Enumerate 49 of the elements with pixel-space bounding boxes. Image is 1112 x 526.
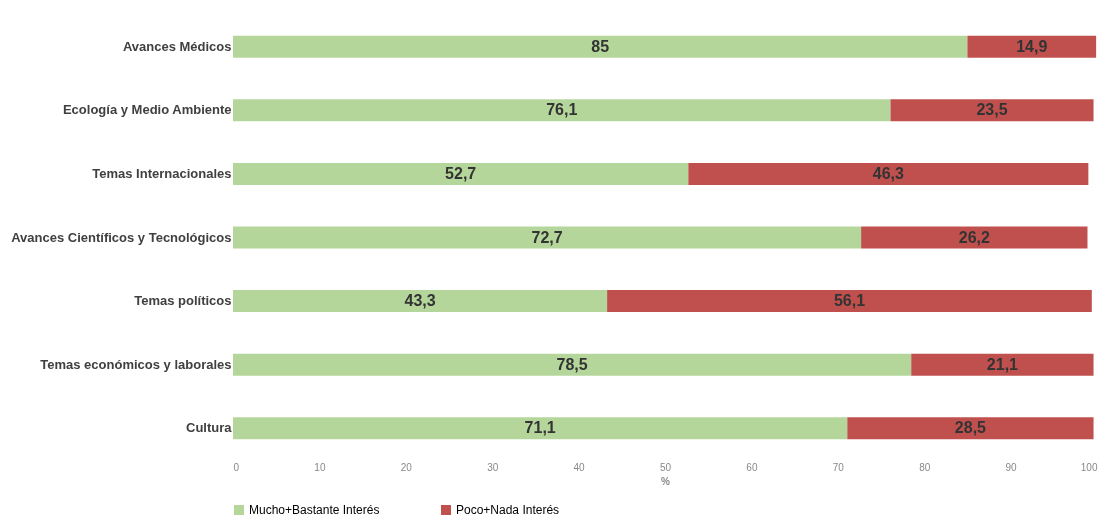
y-tick-label: Cultura [186, 420, 233, 436]
x-tick-label: 100 [1080, 461, 1098, 473]
data-label: 28,5 [954, 419, 987, 437]
data-label: 14,9 [1016, 37, 1048, 55]
data-label: 85 [591, 37, 610, 55]
x-tick-label: 50 [659, 461, 672, 473]
y-tick-label: Temas Internacionales [92, 165, 232, 181]
y-tick-label: Ecología y Medio Ambiente [62, 102, 232, 118]
bar [233, 35, 968, 58]
legend-label: Mucho+Bastante Interés [249, 503, 380, 517]
y-tick-label: Avances Médicos [122, 38, 232, 54]
x-tick-label: 70 [832, 461, 845, 473]
y-tick-label: Temas políticos [134, 293, 232, 309]
bar [890, 99, 1094, 122]
x-tick-label: 10 [314, 461, 326, 473]
x-tick-label: 60 [746, 461, 758, 473]
bar [233, 417, 848, 440]
bar [861, 226, 1088, 249]
data-label: 26,2 [958, 228, 990, 246]
data-label: 23,5 [976, 101, 1008, 119]
x-tick-label: 30 [487, 461, 499, 473]
bar [847, 417, 1094, 440]
bar [233, 290, 608, 313]
y-tick-label: Temas económicos y laborales [40, 356, 232, 372]
x-tick-label: 20 [400, 461, 413, 473]
x-axis-title: % [661, 475, 671, 487]
y-tick-label: Avances Científicos y Tecnológicos [11, 229, 232, 245]
bar [233, 353, 912, 376]
legend-label: Poco+Nada Interés [456, 503, 560, 517]
data-label: 71,1 [524, 419, 556, 437]
bar [233, 162, 689, 185]
bar [233, 99, 891, 122]
x-tick-label: 90 [1005, 461, 1018, 473]
data-label: 43,3 [404, 292, 436, 310]
x-tick-label: 80 [919, 461, 931, 473]
data-label: 72,7 [531, 228, 563, 246]
data-label: 21,1 [986, 355, 1019, 373]
bar [233, 226, 862, 249]
bar [607, 290, 1092, 313]
data-label: 56,1 [833, 292, 866, 310]
x-tick-label: 40 [573, 461, 586, 473]
data-label: 46,3 [872, 164, 905, 182]
bar [911, 353, 1094, 376]
data-label: 52,7 [445, 164, 477, 182]
data-label: 76,1 [546, 101, 578, 119]
bar [967, 35, 1097, 58]
bar [688, 162, 1089, 185]
x-tick-label: 0 [233, 461, 240, 473]
data-label: 78,5 [556, 355, 588, 373]
